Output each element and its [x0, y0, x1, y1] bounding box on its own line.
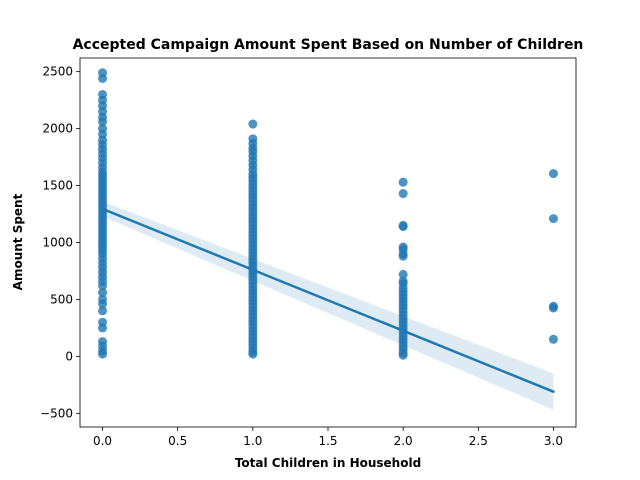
data-point: [98, 349, 108, 359]
data-point: [398, 222, 408, 232]
x-tick-label: 1.0: [243, 434, 262, 448]
data-point: [98, 323, 108, 333]
x-tick-label: 0.5: [168, 434, 187, 448]
y-tick-label: 2000: [42, 122, 73, 136]
data-point: [98, 281, 108, 291]
ticks-layer: 0.0 0.5 1.0 1.5 2.0 2.5 3.0 −500 0 500 1000 1500 200…: [40, 65, 563, 448]
x-tick-label: 2.0: [394, 434, 413, 448]
x-tick-label: 3.0: [544, 434, 563, 448]
data-point: [398, 251, 408, 261]
data-point: [98, 288, 108, 298]
data-point: [548, 214, 558, 224]
data-point: [98, 299, 108, 309]
y-tick-label: −500: [40, 406, 73, 420]
data-point: [548, 169, 558, 179]
data-point: [548, 334, 558, 344]
confidence-band: [102, 201, 554, 410]
regression-line: [101, 207, 555, 393]
confidence-band-layer: [102, 201, 554, 410]
y-tick-label: 2500: [42, 65, 73, 79]
y-tick-label: 1500: [42, 179, 73, 193]
x-tick-label: 0.0: [93, 434, 112, 448]
data-point: [248, 119, 258, 129]
y-axis-label: Amount Spent: [11, 193, 25, 290]
x-tick-label: 2.5: [469, 434, 488, 448]
data-point: [398, 177, 408, 187]
data-point: [98, 306, 108, 316]
chart-title: Accepted Campaign Amount Spent Based on …: [73, 37, 584, 53]
x-axis-label: Total Children in Household: [235, 456, 421, 470]
x-tick-label: 1.5: [318, 434, 337, 448]
data-point: [98, 117, 108, 127]
data-point: [248, 349, 258, 359]
regression-line-layer: [101, 207, 555, 393]
data-point: [398, 350, 408, 360]
data-points-layer: [98, 68, 558, 360]
y-tick-label: 1000: [42, 236, 73, 250]
data-point: [548, 303, 558, 313]
data-point: [98, 74, 108, 83]
data-point: [398, 269, 408, 279]
y-tick-label: 500: [50, 292, 73, 306]
y-tick-label: 0: [65, 349, 73, 363]
data-point: [398, 189, 408, 199]
